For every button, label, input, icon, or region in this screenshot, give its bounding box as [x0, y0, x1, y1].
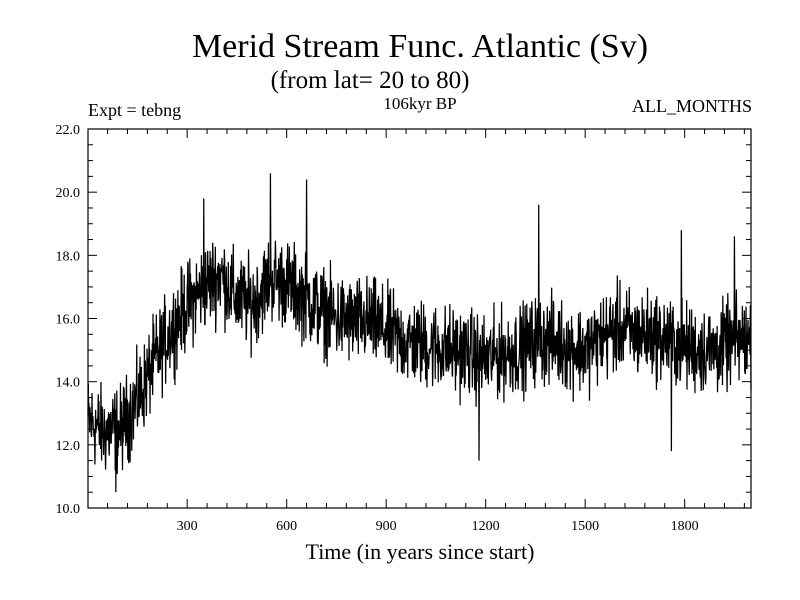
x-tick-label: 600	[276, 519, 297, 534]
chart-title: Merid Stream Func. Atlantic (Sv)	[191, 28, 649, 65]
y-tick-label: 12.0	[56, 439, 81, 454]
x-tick-label: 300	[177, 519, 198, 534]
chart-subtitle: (from lat= 20 to 80)	[270, 67, 470, 94]
months-label: ALL_MONTHS	[632, 96, 752, 116]
y-tick-label: 10.0	[56, 502, 81, 517]
series-line	[87, 173, 752, 493]
x-tick-label: 1800	[671, 519, 699, 534]
experiment-label: Expt = tebng	[88, 100, 182, 120]
axes-layer: 10.0 12.0 14.0 16.0 18.0 20.0 22.0 300 600 900 120…	[56, 123, 752, 534]
period-label: 106kyr BP	[383, 94, 457, 113]
y-tick-label: 20.0	[56, 186, 81, 201]
x-tick-label: 1200	[472, 519, 500, 534]
y-tick-label: 18.0	[56, 249, 81, 264]
y-tick-label: 16.0	[56, 313, 81, 328]
y-tick-label: 14.0	[56, 376, 81, 391]
y-tick-label: 22.0	[56, 123, 81, 138]
x-axis-label: Time (in years since start)	[305, 539, 535, 564]
x-tick-label: 1500	[571, 519, 599, 534]
series-layer	[87, 173, 752, 493]
x-tick-label: 900	[376, 519, 397, 534]
